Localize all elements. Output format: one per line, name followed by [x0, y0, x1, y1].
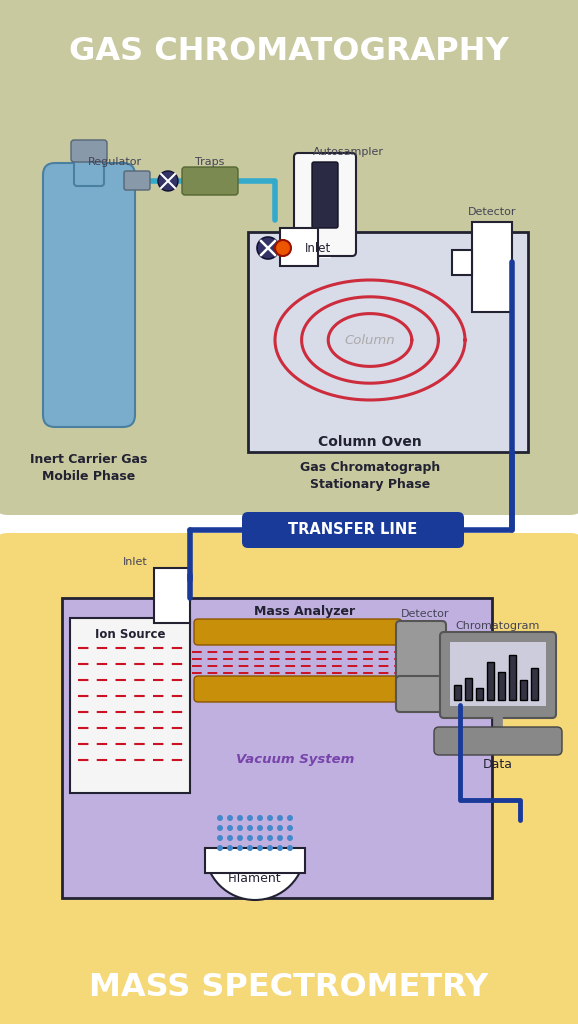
Text: Column Oven: Column Oven [318, 435, 422, 449]
FancyBboxPatch shape [450, 642, 546, 706]
Circle shape [257, 845, 263, 851]
Circle shape [267, 845, 273, 851]
Circle shape [247, 815, 253, 821]
Text: GAS CHROMATOGRAPHY: GAS CHROMATOGRAPHY [69, 37, 509, 68]
Circle shape [267, 835, 273, 841]
FancyBboxPatch shape [487, 662, 494, 700]
FancyBboxPatch shape [62, 598, 492, 898]
Circle shape [267, 825, 273, 831]
Circle shape [277, 825, 283, 831]
Text: Autosampler: Autosampler [313, 147, 383, 157]
Circle shape [217, 835, 223, 841]
Circle shape [277, 835, 283, 841]
FancyBboxPatch shape [294, 153, 356, 256]
FancyBboxPatch shape [70, 618, 190, 793]
Text: Inert Carrier Gas
Mobile Phase: Inert Carrier Gas Mobile Phase [30, 453, 148, 483]
Circle shape [227, 835, 233, 841]
Circle shape [227, 845, 233, 851]
Text: Detector: Detector [468, 207, 516, 217]
FancyBboxPatch shape [0, 0, 578, 515]
FancyBboxPatch shape [452, 250, 472, 275]
Circle shape [247, 845, 253, 851]
Circle shape [237, 825, 243, 831]
Circle shape [257, 815, 263, 821]
FancyBboxPatch shape [280, 228, 318, 266]
Text: MASS SPECTROMETRY: MASS SPECTROMETRY [90, 973, 488, 1004]
FancyBboxPatch shape [124, 171, 150, 190]
Circle shape [217, 825, 223, 831]
FancyBboxPatch shape [472, 222, 512, 312]
Circle shape [287, 815, 293, 821]
FancyBboxPatch shape [74, 152, 104, 186]
FancyBboxPatch shape [205, 848, 305, 873]
Text: Filament: Filament [228, 871, 282, 885]
FancyBboxPatch shape [498, 672, 505, 700]
Text: Traps: Traps [195, 157, 225, 167]
FancyBboxPatch shape [476, 688, 483, 700]
Circle shape [287, 845, 293, 851]
FancyBboxPatch shape [396, 621, 446, 709]
Text: Gas Chromatograph
Stationary Phase: Gas Chromatograph Stationary Phase [300, 461, 440, 490]
FancyBboxPatch shape [396, 676, 464, 712]
Circle shape [227, 815, 233, 821]
FancyBboxPatch shape [154, 568, 190, 623]
Circle shape [247, 825, 253, 831]
FancyBboxPatch shape [509, 655, 516, 700]
Text: Column: Column [344, 334, 395, 346]
FancyBboxPatch shape [434, 727, 562, 755]
Circle shape [227, 825, 233, 831]
Circle shape [267, 815, 273, 821]
Circle shape [277, 845, 283, 851]
Text: Inlet: Inlet [123, 557, 147, 567]
Text: Inlet: Inlet [305, 242, 331, 255]
Text: Regulator: Regulator [88, 157, 142, 167]
Circle shape [277, 815, 283, 821]
Text: Chromatogram: Chromatogram [456, 621, 540, 631]
Wedge shape [205, 850, 305, 900]
Circle shape [217, 815, 223, 821]
FancyBboxPatch shape [194, 618, 402, 645]
Circle shape [247, 835, 253, 841]
FancyBboxPatch shape [312, 162, 338, 228]
Circle shape [275, 240, 291, 256]
FancyBboxPatch shape [520, 680, 527, 700]
FancyBboxPatch shape [43, 163, 135, 427]
FancyBboxPatch shape [531, 668, 538, 700]
Text: Ion Source: Ion Source [95, 628, 165, 640]
Circle shape [257, 835, 263, 841]
FancyBboxPatch shape [454, 685, 461, 700]
FancyBboxPatch shape [182, 167, 238, 195]
Text: Data: Data [483, 758, 513, 770]
Circle shape [257, 237, 279, 259]
FancyBboxPatch shape [248, 232, 528, 452]
Circle shape [237, 835, 243, 841]
Text: Vacuum System: Vacuum System [236, 754, 354, 767]
FancyBboxPatch shape [0, 534, 578, 1024]
FancyBboxPatch shape [194, 676, 402, 702]
Circle shape [237, 815, 243, 821]
FancyBboxPatch shape [465, 678, 472, 700]
Circle shape [287, 825, 293, 831]
Text: TRANSFER LINE: TRANSFER LINE [288, 522, 418, 538]
FancyBboxPatch shape [242, 512, 464, 548]
Text: Mass Analyzer: Mass Analyzer [254, 605, 355, 618]
Circle shape [237, 845, 243, 851]
Text: Detector: Detector [401, 609, 449, 618]
Circle shape [287, 835, 293, 841]
Circle shape [217, 845, 223, 851]
Circle shape [158, 171, 178, 191]
FancyBboxPatch shape [71, 140, 107, 162]
FancyBboxPatch shape [440, 632, 556, 718]
Circle shape [257, 825, 263, 831]
